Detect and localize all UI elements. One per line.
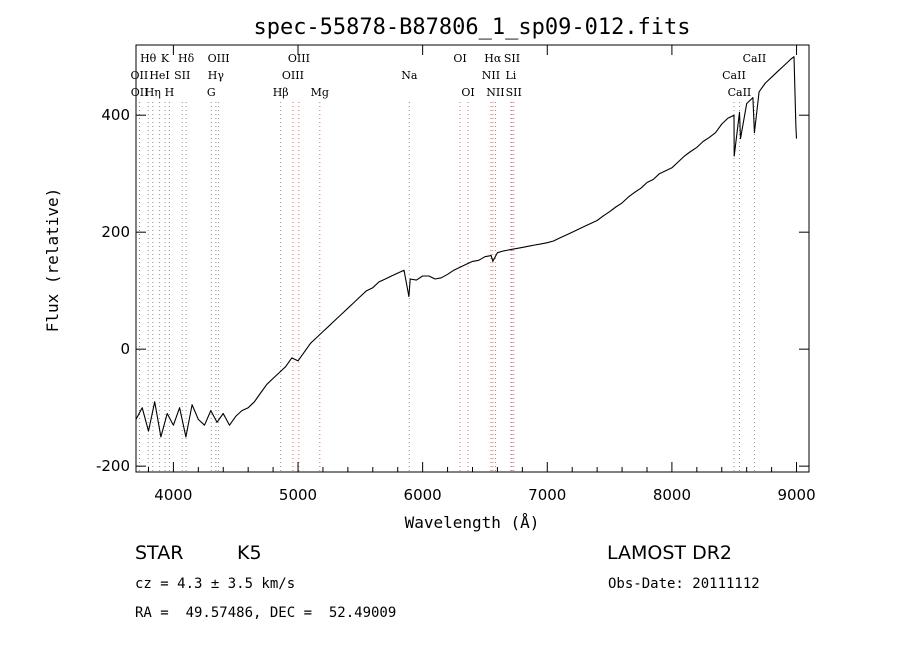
- line-marker-label: OIII: [208, 52, 230, 65]
- y-tick-label: -200: [96, 457, 130, 475]
- line-marker-label: Na: [401, 69, 418, 82]
- line-marker-label: CaII: [728, 86, 752, 99]
- redshift-velocity: cz = 4.3 ± 3.5 km/s: [135, 576, 296, 592]
- line-marker-label: Mg: [311, 86, 329, 99]
- spectrum-line: [135, 56, 798, 438]
- line-marker-label: OI: [453, 52, 466, 65]
- line-marker-label: OI: [461, 86, 474, 99]
- line-marker-label: OIII: [288, 52, 310, 65]
- line-marker-label: Hη: [145, 86, 161, 99]
- observation-date: Obs-Date: 20111112: [608, 576, 760, 592]
- axis-ticks: 4000 5000 6000 7000 8000 9000 -200 0 200 400: [96, 45, 816, 504]
- line-marker-label: Hγ: [208, 69, 225, 82]
- x-tick-label: 8000: [653, 486, 691, 504]
- object-subclass: K5: [237, 542, 262, 564]
- x-tick-label: 6000: [404, 486, 442, 504]
- line-marker-label: Hδ: [178, 52, 195, 65]
- plot-frame: [135, 44, 810, 473]
- line-marker-label: H: [165, 86, 175, 99]
- x-tick-label: 9000: [777, 486, 815, 504]
- x-tick-label: 7000: [528, 486, 566, 504]
- y-tick-label: 0: [120, 340, 130, 358]
- line-marker-label: Hα: [484, 52, 502, 65]
- line-marker-label: OII: [131, 86, 149, 99]
- line-marker-label: Li: [505, 69, 516, 82]
- x-tick-label: 5000: [279, 486, 317, 504]
- x-axis-label: Wavelength (Å): [405, 513, 540, 532]
- chart-title: spec-55878-B87806_1_sp09-012.fits: [253, 15, 690, 40]
- survey-name: LAMOST DR2: [607, 542, 732, 564]
- line-marker-label: OII: [131, 69, 149, 82]
- line-marker-label: Hβ: [273, 86, 289, 99]
- line-marker-label: NII: [482, 69, 500, 82]
- line-marker-label: G: [207, 86, 216, 99]
- line-marker-label: HeI: [149, 69, 169, 82]
- sky-coordinates: RA = 49.57486, DEC = 52.49009: [135, 605, 397, 621]
- spectrum-series: [135, 56, 798, 438]
- y-axis-label: Flux (relative): [43, 188, 62, 333]
- line-marker-label: OIII: [282, 69, 304, 82]
- line-marker-label: SII: [174, 69, 190, 82]
- line-marker-label: NII: [486, 86, 504, 99]
- line-marker-label: SII: [506, 86, 522, 99]
- x-tick-label: 4000: [154, 486, 192, 504]
- line-marker-label: K: [161, 52, 170, 65]
- line-marker-label: CaII: [722, 69, 746, 82]
- y-tick-label: 200: [101, 223, 130, 241]
- line-marker-label: Hθ: [140, 52, 157, 65]
- object-class: STAR: [135, 542, 184, 564]
- line-marker-label: SII: [504, 52, 520, 65]
- line-marker-label: CaII: [743, 52, 767, 65]
- y-tick-label: 400: [101, 106, 130, 124]
